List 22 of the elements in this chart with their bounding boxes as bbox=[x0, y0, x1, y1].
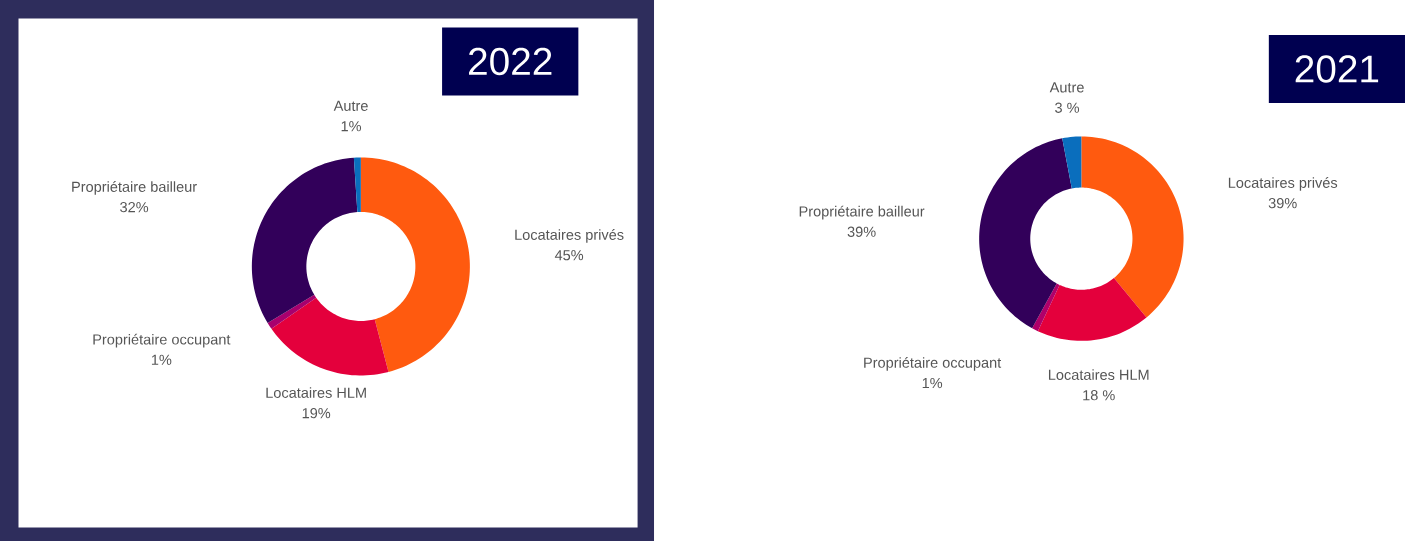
slice-label: Autre bbox=[333, 100, 368, 111]
data-label: 1% bbox=[922, 377, 943, 389]
data-label: 3 % bbox=[1055, 102, 1080, 113]
data-label: 45% bbox=[554, 249, 584, 261]
slice-label: Locataires privés bbox=[1228, 176, 1338, 191]
data-label: 19% bbox=[302, 407, 331, 419]
slice-label: Propriétaire bailleur bbox=[799, 205, 925, 220]
data-label: 39% bbox=[1268, 197, 1297, 209]
chart-title: 2022 bbox=[469, 47, 552, 76]
data-label: 1% bbox=[151, 354, 172, 365]
data-label: 18 % bbox=[1083, 389, 1115, 401]
slice-label: Locataires HLM bbox=[266, 387, 366, 398]
slice-label: Locataires privés bbox=[515, 228, 624, 243]
slice-label: Autre bbox=[1049, 82, 1084, 93]
data-label: 1% bbox=[341, 120, 362, 132]
slice-label: Locataires HLM bbox=[1048, 369, 1149, 380]
data-label: 32% bbox=[120, 201, 149, 213]
slice-label: Propriétaire occupant bbox=[93, 333, 231, 348]
slice-label: Propriétaire occupant bbox=[864, 356, 1002, 371]
data-label: 39% bbox=[847, 226, 876, 237]
slice-label: Propriétaire bailleur bbox=[72, 180, 197, 195]
chart-title: 2021 bbox=[1295, 55, 1379, 83]
